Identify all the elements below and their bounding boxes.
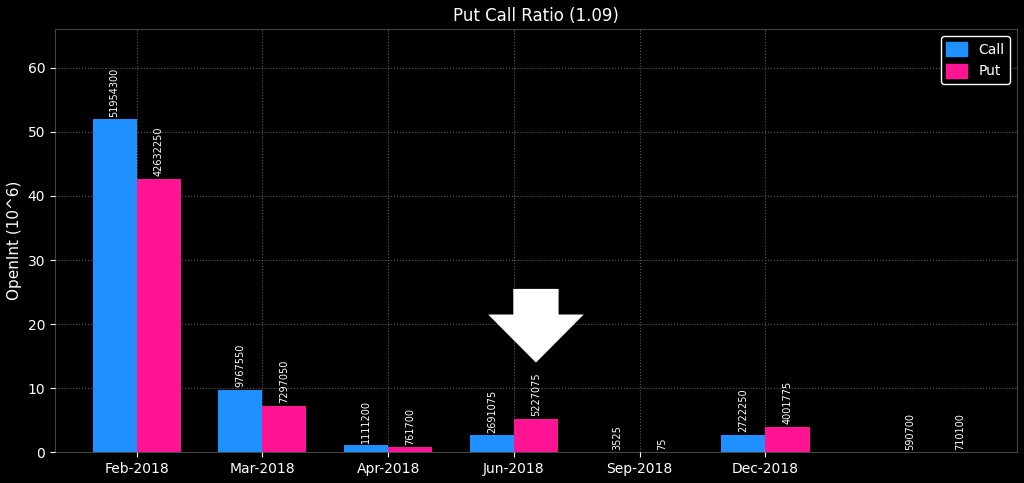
Text: 590700: 590700 xyxy=(905,413,915,450)
Text: 51954300: 51954300 xyxy=(110,68,120,117)
Y-axis label: OpenInt (10^6): OpenInt (10^6) xyxy=(7,181,22,300)
Bar xyxy=(722,435,766,453)
Polygon shape xyxy=(488,289,584,363)
Legend: Call, Put: Call, Put xyxy=(941,36,1010,84)
Text: 3525: 3525 xyxy=(612,425,623,450)
Bar xyxy=(766,426,810,453)
Bar xyxy=(344,445,388,453)
Bar xyxy=(92,119,136,453)
Bar xyxy=(514,419,558,453)
Bar xyxy=(470,435,514,453)
Text: 9767550: 9767550 xyxy=(236,344,246,387)
Text: 761700: 761700 xyxy=(406,408,415,445)
Text: 42632250: 42632250 xyxy=(154,127,164,176)
Text: 710100: 710100 xyxy=(955,413,966,450)
Text: 2722250: 2722250 xyxy=(738,389,749,432)
Text: 1111200: 1111200 xyxy=(361,399,371,442)
Text: 7297050: 7297050 xyxy=(280,360,290,403)
Text: 5227075: 5227075 xyxy=(531,373,541,416)
Text: 2691075: 2691075 xyxy=(487,389,497,432)
Title: Put Call Ratio (1.09): Put Call Ratio (1.09) xyxy=(453,7,618,25)
Text: 75: 75 xyxy=(656,437,667,450)
Bar xyxy=(218,390,262,453)
Bar xyxy=(136,179,180,453)
Bar xyxy=(262,406,306,453)
Bar xyxy=(388,447,432,453)
Text: 4001775: 4001775 xyxy=(782,381,793,424)
